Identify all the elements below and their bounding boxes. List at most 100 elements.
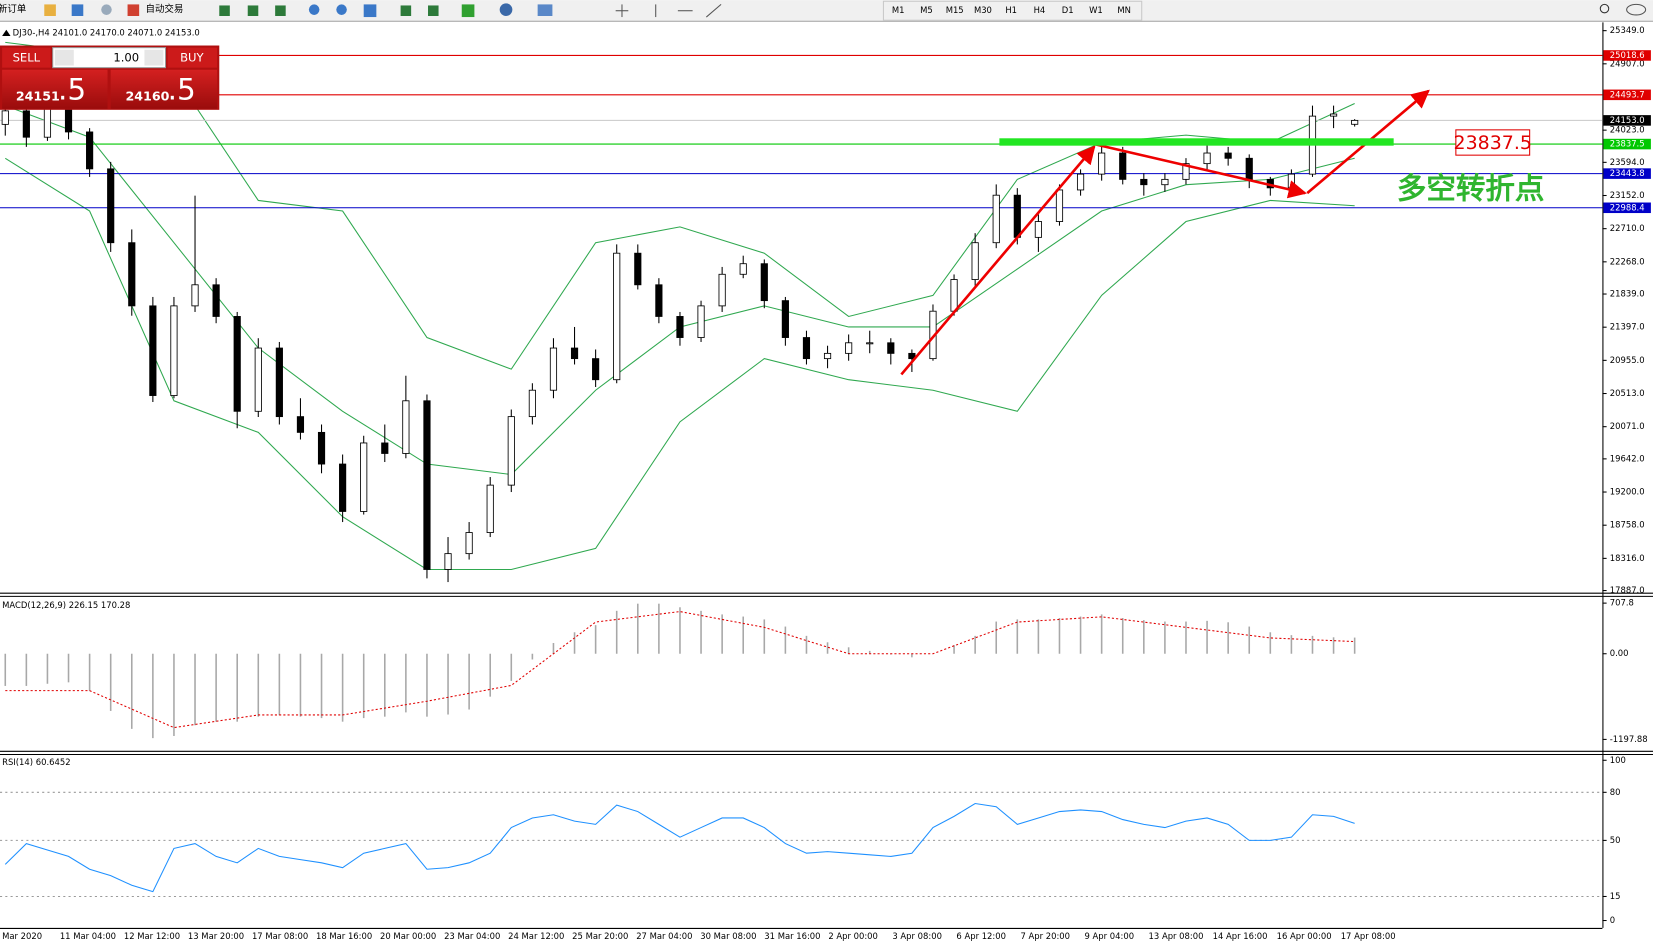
price-level-label: 22988.4	[1610, 202, 1645, 212]
buy-label[interactable]: BUY	[180, 51, 204, 65]
ask-price[interactable]: 24160	[125, 89, 169, 104]
icon[interactable]	[247, 5, 259, 17]
x-tick-label: 16 Apr 00:00	[1277, 931, 1332, 941]
x-tick-label: 18 Mar 16:00	[316, 931, 372, 941]
ask-box[interactable]	[110, 69, 218, 109]
timeframe-button[interactable]: M5	[920, 5, 933, 15]
candle-body	[1034, 221, 1042, 238]
icon[interactable]	[275, 5, 286, 17]
x-tick-label: 14 Apr 16:00	[1213, 931, 1268, 941]
y-tick-label: 24907.0	[1610, 58, 1645, 68]
candle-body	[1203, 152, 1211, 165]
y-tick-label: 0.00	[1610, 648, 1629, 658]
candle-body	[655, 284, 663, 317]
chat-icon[interactable]	[1626, 3, 1647, 16]
candle-body	[1245, 157, 1253, 180]
new-order-button[interactable]: 新订单	[0, 3, 26, 15]
icon[interactable]	[499, 3, 513, 17]
pivot-zone	[999, 138, 1394, 146]
icon[interactable]	[101, 4, 112, 15]
volume-value[interactable]: 1.00	[113, 51, 139, 65]
x-tick-label: 17 Mar 08:00	[252, 931, 308, 941]
timeframe-button[interactable]: D1	[1062, 5, 1074, 15]
candle-body	[170, 305, 178, 396]
candle-body	[423, 400, 431, 570]
bid-fraction[interactable]: .5	[58, 72, 86, 106]
toolbar-bg	[0, 0, 1653, 22]
x-tick-label: 6 Apr 12:00	[956, 931, 1006, 941]
candle-body	[866, 342, 874, 345]
price-level-label: 23837.5	[1610, 139, 1645, 149]
y-tick-label: 18316.0	[1610, 553, 1645, 563]
icon[interactable]	[428, 5, 439, 17]
candle-body	[22, 110, 30, 138]
x-tick-label: 13 Apr 08:00	[1149, 931, 1204, 941]
toolbar: 新订单 自动交易 M1 M5 M15 M30 H1 H4 D1 W1 MN	[0, 0, 1653, 22]
candle-body	[1098, 152, 1106, 175]
buy-button[interactable]	[167, 47, 218, 68]
timeframe-button[interactable]: MN	[1117, 5, 1131, 15]
timeframe-button[interactable]: H1	[1005, 5, 1017, 15]
volume-up[interactable]	[144, 49, 164, 66]
timeframe-button[interactable]: M1	[892, 5, 905, 15]
timeframe-button[interactable]: M30	[974, 5, 992, 15]
icon[interactable]	[219, 5, 230, 17]
auto-trading-icon[interactable]	[127, 4, 140, 17]
icon[interactable]	[400, 5, 412, 17]
candle-body	[296, 416, 305, 433]
icon[interactable]	[44, 4, 56, 17]
y-tick-label: 15	[1610, 891, 1621, 901]
candle-body	[233, 316, 241, 412]
timeframe-bar	[882, 0, 1143, 21]
timeframe-button[interactable]: W1	[1089, 5, 1103, 15]
candle-body	[507, 416, 515, 486]
candle-body	[1119, 152, 1127, 180]
icon[interactable]	[461, 4, 475, 18]
volume-down[interactable]	[54, 49, 74, 66]
bid-price[interactable]: 24151	[16, 89, 60, 104]
auto-trading-button[interactable]: 自动交易	[145, 3, 183, 15]
candle-body	[317, 431, 326, 465]
candle-body	[254, 347, 262, 412]
search-icon[interactable]	[1599, 3, 1610, 14]
ask-fraction[interactable]: .5	[168, 72, 196, 106]
sell-label[interactable]: SELL	[13, 51, 41, 65]
candle-body	[1076, 173, 1085, 191]
price-level-box	[1603, 50, 1651, 61]
candle-body	[781, 300, 789, 338]
icon[interactable]	[336, 4, 347, 15]
x-tick-label: 7 Apr 20:00	[1020, 931, 1070, 941]
arrow	[900, 145, 1096, 376]
volume-field[interactable]	[52, 47, 167, 69]
timeframe-button[interactable]: M15	[946, 5, 964, 15]
candle-body	[1140, 178, 1148, 186]
candle-body	[634, 252, 642, 286]
x-tick-label: 20 Mar 00:00	[380, 931, 436, 941]
candle-body	[845, 342, 853, 354]
icon[interactable]	[537, 4, 553, 17]
y-tick-label: 17887.0	[1610, 585, 1645, 595]
icon[interactable]	[308, 4, 320, 15]
candle-body	[128, 242, 136, 307]
tool[interactable]	[705, 4, 722, 18]
x-tick-label: 23 Mar 04:00	[444, 931, 500, 941]
candle-body	[1287, 173, 1295, 189]
candle-body	[718, 273, 726, 307]
candle-body	[971, 242, 979, 280]
bid-box[interactable]	[2, 69, 108, 109]
sell-button[interactable]	[2, 47, 51, 68]
candle-body	[107, 168, 115, 244]
icon[interactable]	[363, 4, 377, 18]
candle-body	[613, 252, 621, 381]
candle-body	[823, 352, 832, 360]
y-tick-label: 23594.0	[1610, 157, 1645, 167]
icon[interactable]	[71, 4, 84, 17]
price-level-box	[1603, 115, 1651, 126]
timeframe-button[interactable]: H4	[1034, 5, 1046, 15]
x-tick-label: 25 Mar 20:00	[572, 931, 628, 941]
candle-body	[43, 105, 52, 138]
bollinger-band	[4, 157, 1355, 570]
main-pane	[0, 22, 1603, 593]
